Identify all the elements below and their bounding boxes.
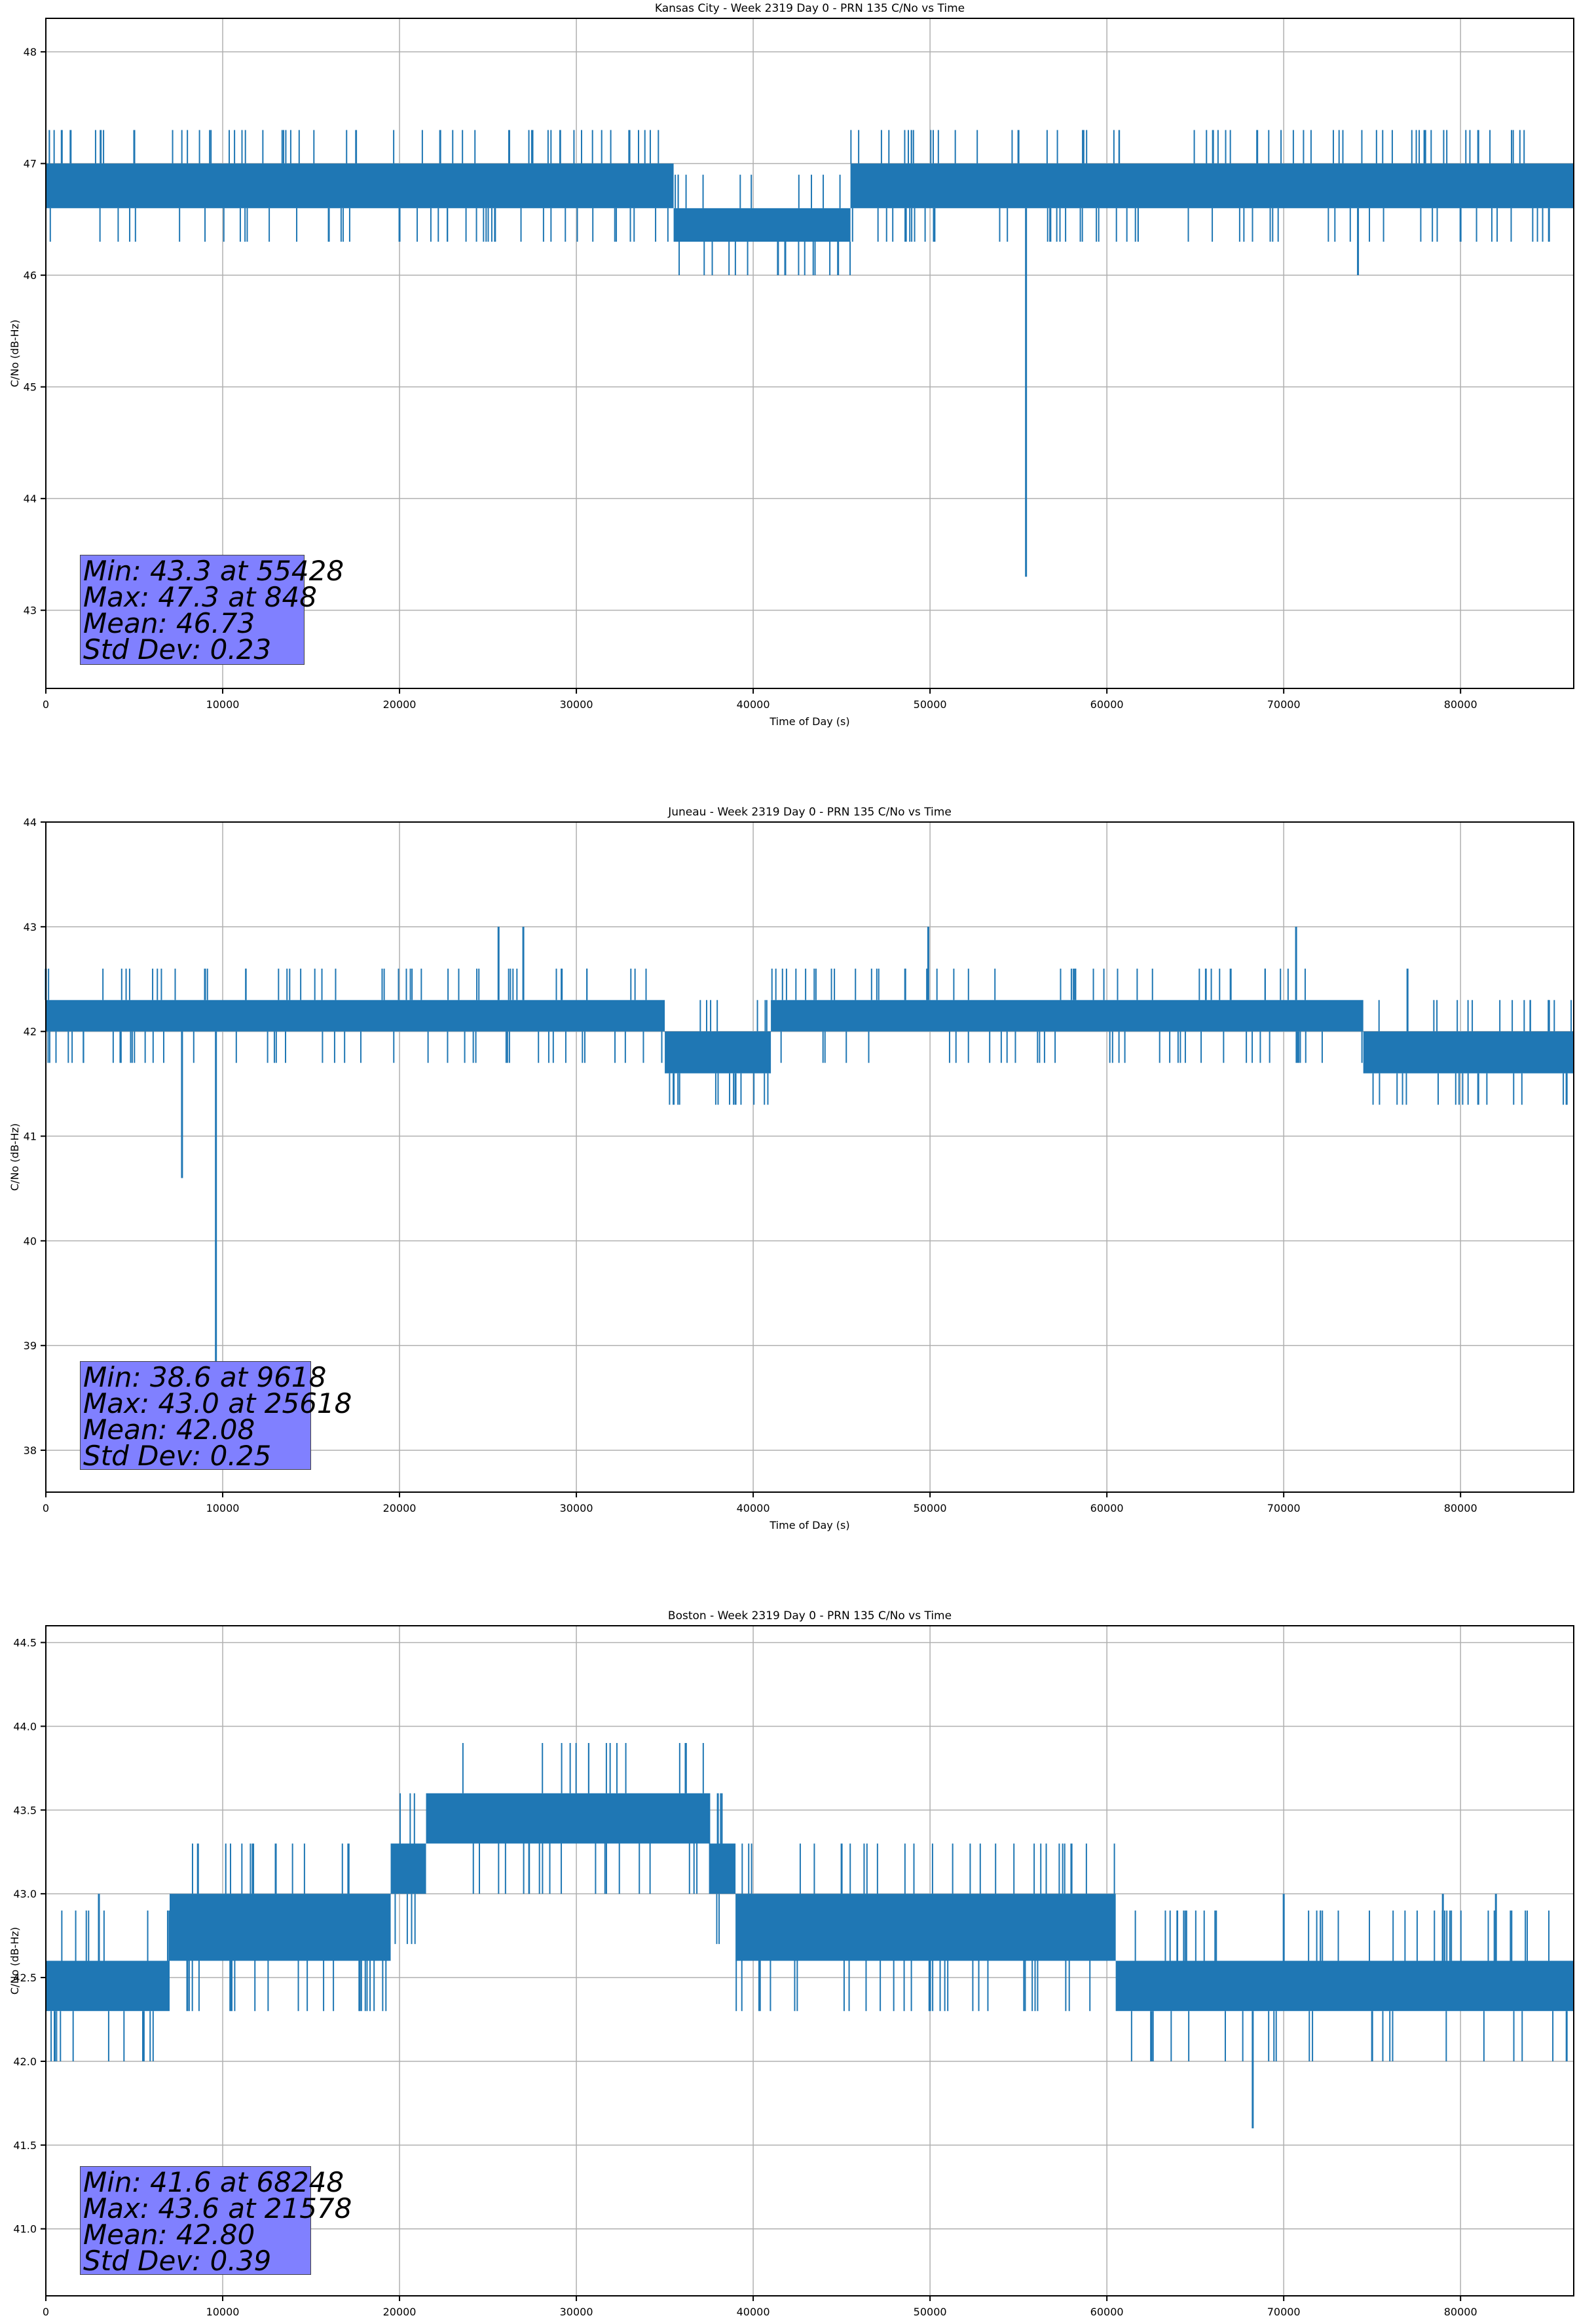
chart-title: Boston - Week 2319 Day 0 - PRN 135 C/No … (668, 1609, 952, 1622)
x-tick-label: 50000 (914, 2306, 947, 2318)
y-tick-label: 42 (24, 1026, 37, 1038)
x-tick-label: 50000 (914, 1502, 947, 1514)
y-tick-label: 43 (24, 921, 37, 933)
stats-std: Std Dev: 0.23 (83, 633, 272, 665)
cno-band (709, 1843, 736, 1894)
x-tick-label: 80000 (1444, 698, 1477, 711)
x-tick-label: 80000 (1444, 1502, 1477, 1514)
x-tick-label: 30000 (560, 698, 593, 711)
stats-mean: Mean: 42.80 (83, 2219, 255, 2251)
series-cno (46, 1743, 1574, 2129)
x-tick-label: 30000 (560, 1502, 593, 1514)
y-tick-label: 48 (24, 46, 37, 58)
x-tick-label: 0 (43, 1502, 49, 1514)
cno-band (426, 1793, 709, 1844)
x-tick-label: 40000 (737, 698, 770, 711)
cno-band (665, 1031, 771, 1074)
x-tick-label: 10000 (206, 2306, 240, 2318)
x-tick-label: 70000 (1267, 2306, 1301, 2318)
chart-panel-0: 0 10000 20000 30000 40000 50000 60000 70000 8000… (9, 2, 1574, 728)
x-tick-label: 40000 (737, 2306, 770, 2318)
y-axis-label: C/No (dB-Hz) (9, 320, 21, 387)
y-tick-label: 39 (24, 1340, 37, 1352)
stats-mean: Mean: 42.08 (83, 1414, 255, 1446)
x-tick-label: 70000 (1267, 1502, 1301, 1514)
y-tick-label: 38 (24, 1444, 37, 1457)
y-tick-label: 43 (24, 605, 37, 617)
chart-title: Kansas City - Week 2319 Day 0 - PRN 135 … (655, 2, 965, 15)
y-tick-label: 40 (24, 1235, 37, 1247)
cno-band (850, 163, 1574, 208)
x-axis-label: Time of Day (s) (769, 1519, 849, 1531)
y-tick-label: 44 (24, 493, 37, 505)
chart-panel-2: 0 10000 20000 30000 40000 50000 60000 70000 8000… (9, 1609, 1574, 2324)
x-tick-label: 20000 (383, 2306, 417, 2318)
stats-max: Max: 43.0 at 25618 (83, 1387, 352, 1419)
x-tick-label: 70000 (1267, 698, 1301, 711)
x-tick-label: 60000 (1090, 2306, 1124, 2318)
axes-frame (45, 1625, 1574, 2296)
x-tick-label: 80000 (1444, 2306, 1477, 2318)
y-tick-label: 43.0 (13, 1888, 37, 1900)
stats-min: Min: 38.6 at 9618 (83, 1361, 327, 1393)
x-tick-label: 10000 (206, 1502, 240, 1514)
series-cno (46, 130, 1574, 577)
stats-box: Min: 41.6 at 68248 Max: 43.6 at 21578 Mean… (80, 2166, 352, 2277)
cno-band (1115, 1960, 1574, 2012)
axes-frame (45, 18, 1574, 689)
x-tick-label: 20000 (383, 1502, 417, 1514)
y-axis-label: C/No (dB-Hz) (9, 1123, 21, 1191)
cno-band (46, 1000, 665, 1032)
stats-mean: Mean: 46.73 (83, 607, 255, 639)
y-tick-label: 41.0 (13, 2223, 37, 2236)
y-tick-label: 41.5 (13, 2139, 37, 2152)
x-axis-label: Time of Day (s) (769, 2323, 849, 2324)
x-tick-label: 20000 (383, 698, 417, 711)
x-axis-label: Time of Day (s) (769, 715, 849, 728)
stats-min: Min: 43.3 at 55428 (83, 555, 344, 587)
stats-std: Std Dev: 0.25 (83, 1440, 272, 1472)
stats-max: Max: 43.6 at 21578 (83, 2192, 352, 2224)
cno-band (1363, 1031, 1574, 1074)
x-tick-label: 60000 (1090, 698, 1124, 711)
y-tick-label: 42.0 (13, 2055, 37, 2068)
stats-max: Max: 47.3 at 848 (83, 581, 317, 613)
cno-band (170, 1894, 391, 1961)
stats-box: Min: 43.3 at 55428 Max: 47.3 at 848 Mean: … (80, 555, 344, 665)
y-tick-label: 46 (24, 269, 37, 282)
series-cno (45, 926, 1574, 1388)
y-tick-label: 44 (24, 816, 37, 829)
x-tick-label: 40000 (737, 1502, 770, 1514)
x-tick-label: 60000 (1090, 1502, 1124, 1514)
x-tick-label: 30000 (560, 2306, 593, 2318)
y-tick-label: 43.5 (13, 1804, 37, 1816)
y-axis-label: C/No (dB-Hz) (9, 1927, 21, 1995)
cno-band (771, 1000, 1364, 1032)
y-tick-label: 42.5 (13, 1972, 37, 1984)
chart-title: Juneau - Week 2319 Day 0 - PRN 135 C/No … (667, 806, 952, 819)
axes-frame (45, 821, 1574, 1493)
stats-box: Min: 38.6 at 9618 Max: 43.0 at 25618 Mean:… (80, 1361, 352, 1472)
cno-band (735, 1894, 1116, 1961)
x-tick-label: 0 (43, 2306, 49, 2318)
x-tick-label: 10000 (206, 698, 240, 711)
stats-min: Min: 41.6 at 68248 (83, 2166, 344, 2198)
cno-band (673, 208, 851, 242)
y-tick-label: 45 (24, 381, 37, 394)
y-tick-label: 47 (24, 158, 37, 170)
y-tick-label: 44.0 (13, 1720, 37, 1733)
cno-band (46, 1960, 170, 2012)
cno-band (390, 1843, 426, 1894)
y-tick-label: 41 (24, 1131, 37, 1143)
x-tick-label: 0 (43, 698, 49, 711)
cno-band (46, 163, 674, 208)
x-tick-label: 50000 (914, 698, 947, 711)
chart-panel-1: 0 10000 20000 30000 40000 50000 60000 70000 8000… (9, 806, 1574, 1531)
y-tick-label: 44.5 (13, 1637, 37, 1649)
stats-std: Std Dev: 0.39 (83, 2245, 272, 2277)
